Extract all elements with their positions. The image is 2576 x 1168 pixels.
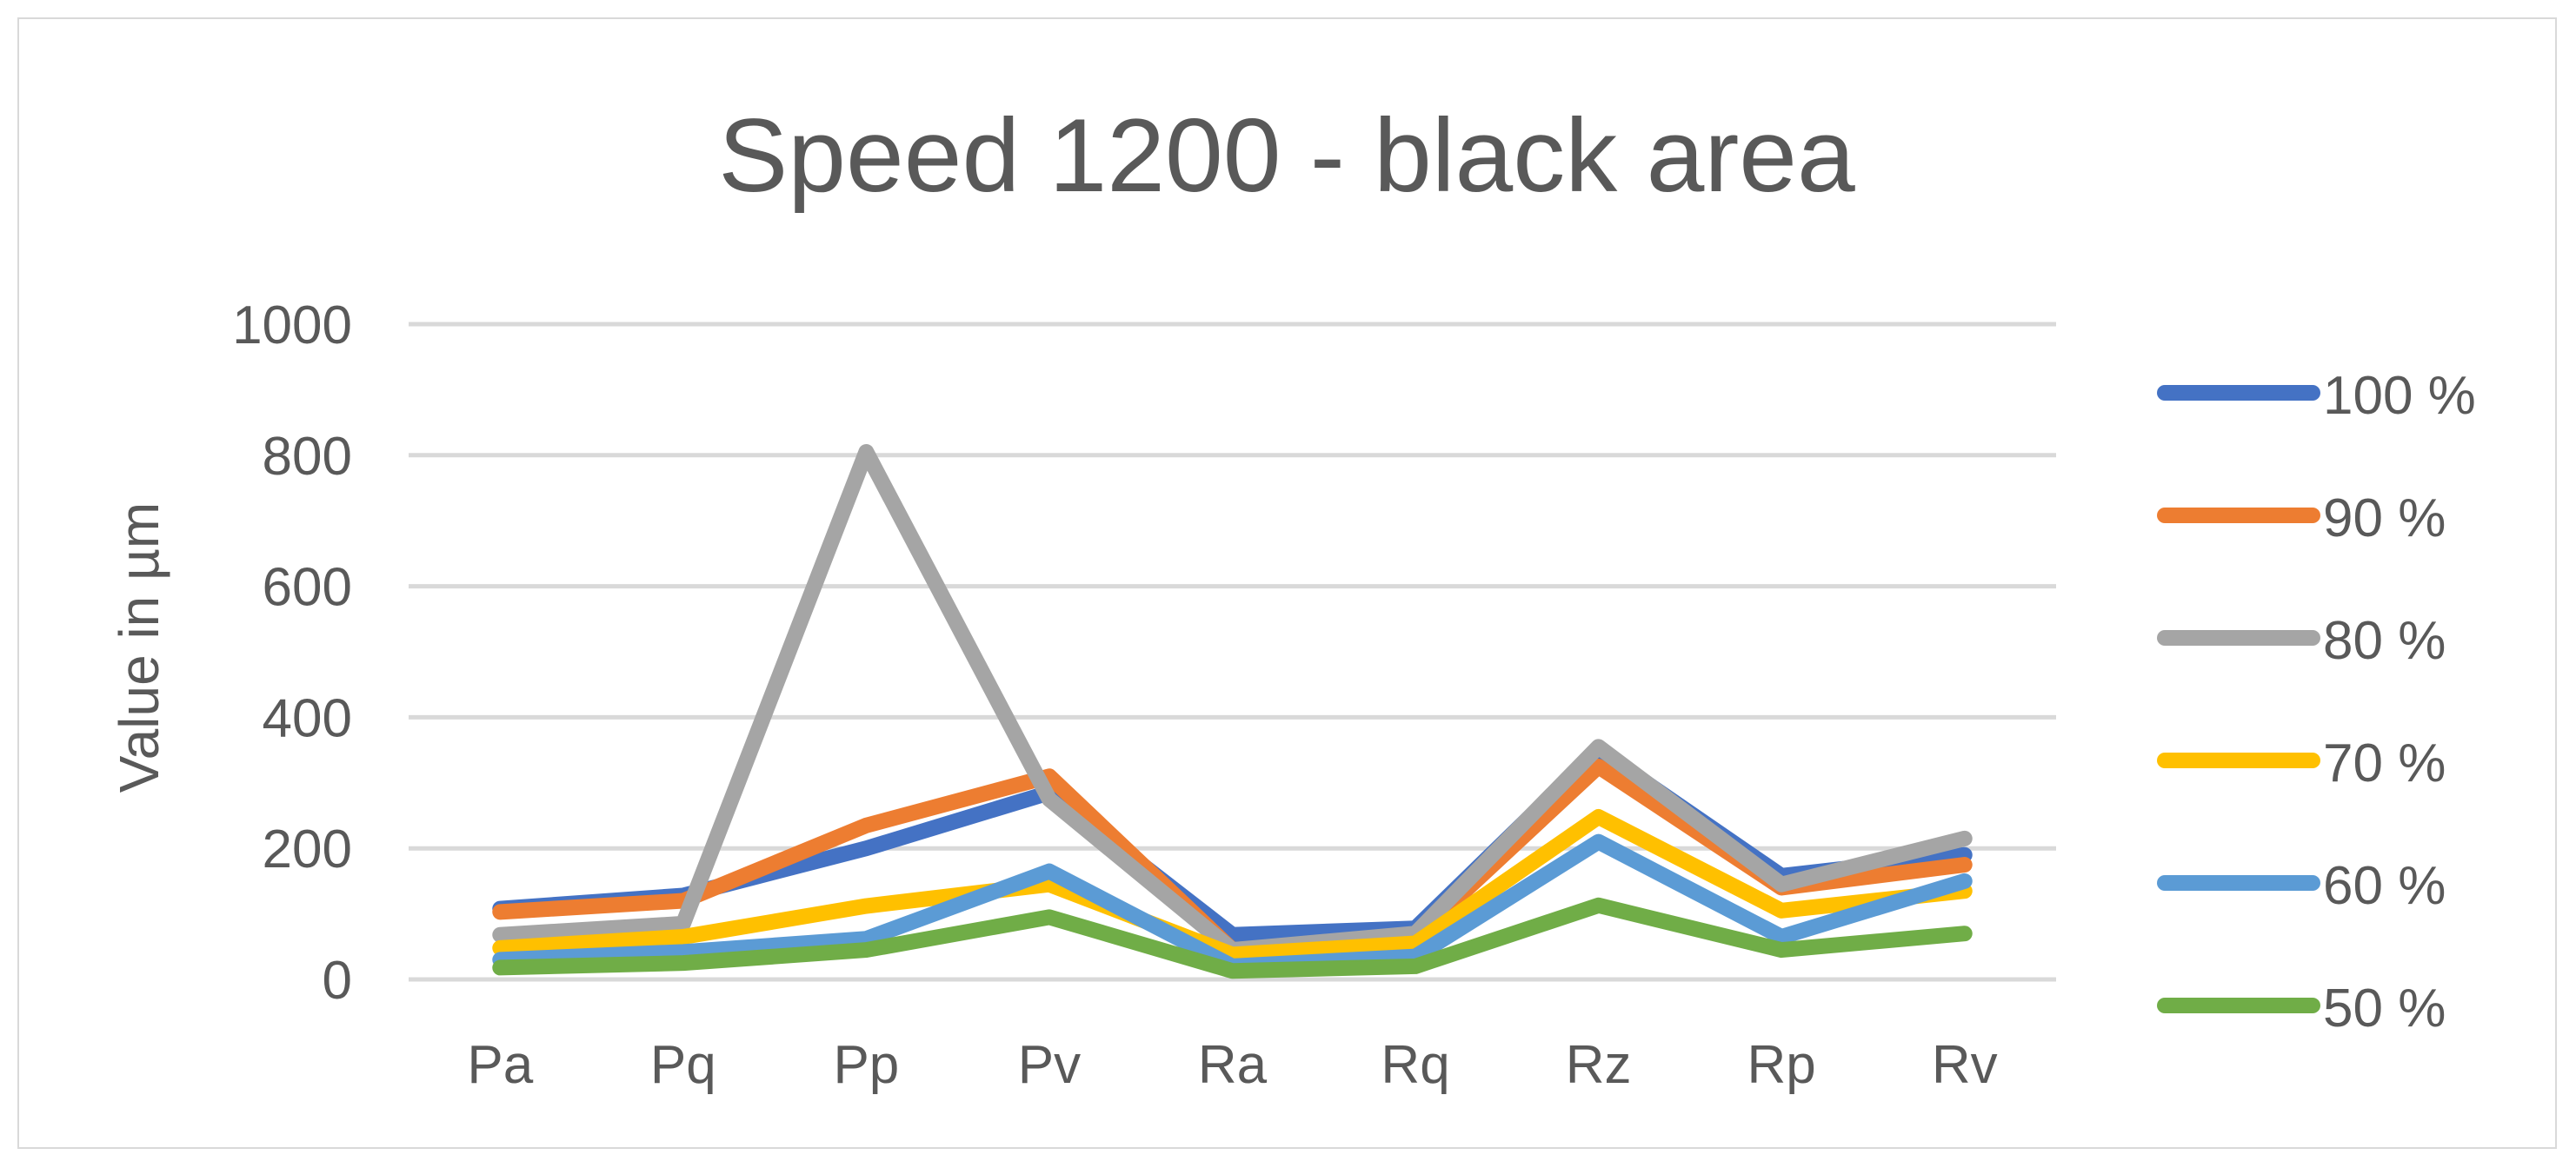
legend-label: 100 % (2323, 366, 2476, 426)
x-tick-label: Pa (467, 1035, 533, 1095)
series-line (492, 444, 1973, 959)
y-axis-label: Value in µm (108, 502, 170, 793)
legend-label: 60 % (2323, 856, 2446, 916)
legend-label: 90 % (2323, 488, 2446, 548)
x-tick-labels: Pa Pq Pp Pv Ra Rq Rz Rp Rv (467, 1035, 1997, 1095)
series-lines (492, 444, 1973, 979)
y-tick-label: 800 (263, 427, 352, 487)
y-tick-label: 1000 (232, 295, 352, 355)
y-tick-label: 0 (323, 951, 352, 1011)
x-tick-label: Ra (1198, 1035, 1268, 1095)
x-tick-label: Rq (1381, 1035, 1449, 1095)
series-line (492, 809, 1973, 963)
series-line (492, 897, 1973, 979)
x-tick-label: Rz (1566, 1035, 1632, 1095)
legend-label: 50 % (2323, 979, 2446, 1039)
x-tick-label: Pp (833, 1035, 899, 1095)
y-tick-label: 400 (263, 688, 352, 748)
y-tick-label: 200 (263, 820, 352, 879)
y-tick-labels: 0 200 400 600 800 1000 (232, 295, 352, 1011)
gridlines (409, 322, 2056, 982)
legend-label: 80 % (2323, 611, 2446, 671)
legend: 100 % 90 % 80 % 70 % 60 % 50 % (2157, 366, 2476, 1039)
x-tick-label: Pv (1018, 1035, 1081, 1095)
legend-label: 70 % (2323, 733, 2446, 793)
x-tick-label: Rv (1932, 1035, 1998, 1095)
y-tick-label: 600 (263, 558, 352, 618)
chart-title: Speed 1200 - black area (718, 97, 1855, 214)
x-tick-label: Rp (1747, 1035, 1816, 1095)
x-tick-label: Pq (650, 1035, 716, 1095)
